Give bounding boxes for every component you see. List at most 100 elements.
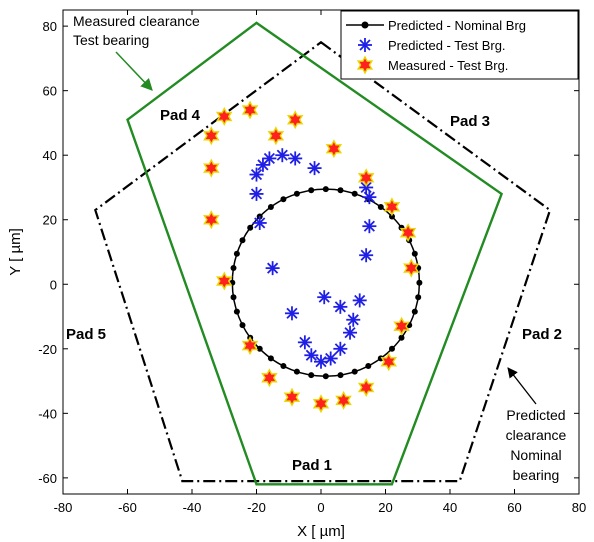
hexagram-marker (383, 197, 401, 217)
nominal-point (267, 204, 274, 210)
hexagram-marker (216, 106, 233, 127)
x-tick-label: 40 (443, 500, 457, 515)
y-tick-label: 0 (50, 277, 57, 292)
nominal-point (280, 196, 287, 203)
axis-ticks: -80 -60 -40 -20 0 20 40 60 80 -60 -40 -20 0 20 40 60 80 (38, 10, 586, 515)
nominal-point (230, 294, 237, 301)
y-tick-label: -60 (38, 471, 57, 486)
hexagram-marker (261, 368, 278, 388)
x-tick-label: 20 (378, 500, 392, 515)
asterisk-marker (317, 290, 332, 305)
asterisk-marker (284, 306, 299, 321)
nominal-point (239, 237, 246, 244)
y-tick-label: -20 (38, 342, 57, 357)
asterisk-marker (307, 161, 322, 176)
asterisk-marker (362, 190, 377, 205)
nominal-point (389, 213, 395, 220)
series-predicted-test (249, 148, 377, 369)
nominal-point (239, 322, 246, 329)
nominal-point (322, 373, 329, 380)
legend-predicted-test-label: Predicted - Test Brg. (388, 38, 506, 53)
nominal-point (230, 265, 237, 271)
hexagram-marker (287, 110, 304, 130)
asterisk-marker (304, 348, 319, 363)
x-axis-label: X [ µm] (297, 523, 345, 540)
hexagram-marker (241, 336, 259, 356)
asterisk-marker (297, 335, 312, 350)
y-axis-label: Y [ µm] (7, 228, 24, 276)
y-tick-label: 80 (43, 19, 57, 34)
hexagram-marker (403, 258, 420, 278)
y-tick-label: 20 (43, 213, 57, 228)
asterisk-marker (314, 354, 328, 369)
predicted-clearance-annotation-line4: bearing (513, 467, 560, 483)
hexagram-marker (356, 55, 374, 75)
hexagram-marker (399, 223, 417, 243)
nominal-point (233, 308, 240, 315)
asterisk-marker (333, 341, 348, 356)
predicted-clearance-annotation-line2: clearance (506, 427, 567, 443)
legend-measured-test-marker (356, 55, 374, 75)
asterisk-marker (359, 180, 374, 195)
asterisk-marker (343, 325, 358, 340)
legend-measured-test-label: Measured - Test Brg. (388, 58, 508, 73)
hexagram-marker (357, 168, 375, 188)
hexagram-marker (357, 377, 375, 398)
y-tick-label: 60 (43, 84, 57, 99)
asterisk-marker (323, 351, 338, 366)
nominal-point (322, 186, 329, 193)
nominal-point (377, 355, 384, 362)
nominal-point (351, 368, 358, 375)
asterisk-marker (346, 312, 361, 327)
x-tick-label: -80 (54, 500, 73, 515)
predicted-clearance-annotation-line3: Nominal (510, 447, 561, 463)
asterisk-marker (352, 293, 367, 308)
measured-clearance-arrow (115, 51, 153, 91)
asterisk-marker (249, 186, 264, 201)
series-measured-test (203, 100, 420, 414)
nominal-point (416, 279, 423, 286)
nominal-point (337, 372, 344, 379)
hexagram-marker (312, 394, 330, 414)
pad-5-label: Pad 5 (66, 326, 106, 343)
asterisk-marker (255, 157, 270, 172)
nominal-point (411, 250, 418, 257)
hexagram-marker (241, 100, 259, 120)
x-tick-label: 80 (572, 500, 586, 515)
plot-area (62, 9, 580, 495)
nominal-point (351, 190, 358, 197)
x-tick-label: -40 (183, 500, 202, 515)
asterisk-marker (249, 167, 264, 182)
asterisk-marker (288, 151, 303, 166)
measured-clearance-annotation-line2: Test bearing (73, 32, 149, 48)
y-tick-label: -40 (38, 406, 57, 421)
nominal-point (389, 345, 395, 352)
nominal-point (365, 363, 372, 369)
y-tick-label: 40 (43, 148, 57, 163)
hexagram-marker (325, 139, 343, 159)
asterisk-marker (265, 261, 280, 276)
nominal-point (293, 190, 300, 197)
pad-4-label: Pad 4 (160, 107, 201, 124)
hexagram-marker (380, 352, 398, 372)
measured-clearance-annotation-line1: Measured clearance (73, 13, 200, 29)
x-tick-label: 60 (507, 500, 521, 515)
nominal-point (308, 372, 315, 379)
nominal-point (337, 187, 344, 194)
legend-nominal-label: Predicted - Nominal Brg (388, 18, 526, 33)
pad-3-label: Pad 3 (450, 113, 490, 130)
nominal-point (267, 355, 274, 362)
nominal-point (233, 250, 240, 257)
nominal-point (293, 368, 300, 375)
asterisk-marker (275, 148, 290, 163)
nominal-point (280, 363, 287, 369)
nominal-point (398, 334, 405, 341)
nominal-point (256, 345, 263, 352)
nominal-point (377, 204, 384, 210)
nominal-point (415, 294, 422, 301)
x-tick-label: 0 (317, 500, 324, 515)
asterisk-marker (252, 215, 267, 230)
hexagram-marker (203, 210, 220, 230)
measured-clearance-polygon (126, 21, 504, 486)
